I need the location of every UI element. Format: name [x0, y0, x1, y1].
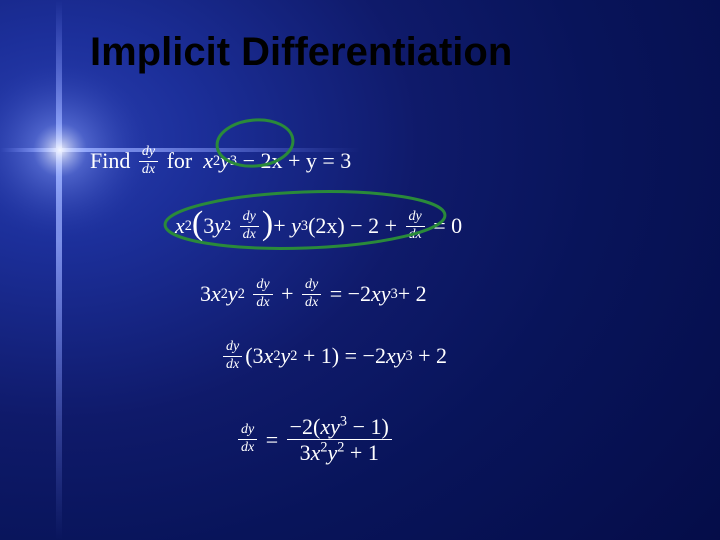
- frac-dydx-5: dy dx: [302, 278, 321, 310]
- eq-neg2xy: = −2xy: [330, 283, 391, 305]
- dx: dx: [139, 162, 158, 178]
- open: (3x: [245, 345, 273, 367]
- slide-title: Implicit Differentiation: [90, 30, 512, 75]
- math-line-5: dy dx = −2(xy3 − 1) 3x2y2 + 1: [235, 415, 395, 464]
- math-line-1: Find dy dx for x2 y3 − 2x + y = 3: [90, 145, 351, 177]
- frac-dydx-6: dy dx: [223, 340, 242, 372]
- y: y: [220, 150, 230, 172]
- plus-y: + y: [273, 215, 301, 237]
- frac-dydx-2: dy dx: [240, 210, 259, 242]
- y: y: [280, 345, 290, 367]
- result-den: 3x2y2 + 1: [297, 440, 382, 464]
- rest: − 2x + y = 3: [243, 150, 352, 172]
- dx: dx: [240, 227, 259, 243]
- dx: dx: [238, 440, 257, 456]
- minus2plus: − 2 +: [350, 215, 397, 237]
- equals: =: [266, 429, 278, 451]
- text-for: for: [167, 150, 193, 172]
- x: x: [175, 215, 185, 237]
- dy: dy: [406, 210, 425, 227]
- frac-dydx-7: dy dx: [238, 423, 257, 455]
- slide: Implicit Differentiation Find dy dx for …: [0, 0, 720, 540]
- dx: dx: [253, 295, 272, 311]
- x: x: [203, 150, 213, 172]
- 3x: 3x: [200, 283, 221, 305]
- result-num: −2(xy3 − 1): [287, 415, 392, 440]
- term: 3y: [203, 215, 224, 237]
- dy: dy: [240, 210, 259, 227]
- frac-dydx-4: dy dx: [253, 278, 272, 310]
- dy: dy: [302, 278, 321, 295]
- plus2: + 2: [398, 283, 427, 305]
- dy: dy: [139, 145, 158, 162]
- 2x: (2x): [308, 215, 345, 237]
- dy: dy: [253, 278, 272, 295]
- plus: +: [281, 283, 293, 305]
- dx: dx: [223, 357, 242, 373]
- math-line-4: dy dx (3x2 y2 + 1) = −2xy3 + 2: [220, 340, 447, 372]
- y: y: [228, 283, 238, 305]
- dx: dx: [302, 295, 321, 311]
- dy: dy: [223, 340, 242, 357]
- plus2: + 2: [418, 345, 447, 367]
- dx: dx: [406, 227, 425, 243]
- text-find: Find: [90, 150, 130, 172]
- frac-dydx-3: dy dx: [406, 210, 425, 242]
- plus1-eq: + 1) = −2xy: [303, 345, 406, 367]
- dy: dy: [238, 423, 257, 440]
- result-fraction: −2(xy3 − 1) 3x2y2 + 1: [287, 415, 392, 464]
- math-line-3: 3x2 y2 dy dx + dy dx = −2xy3 + 2: [200, 278, 427, 310]
- eq0: = 0: [433, 215, 462, 237]
- math-line-2: x2 ( 3y2 dy dx ) + y3 (2x) − 2 + dy dx =…: [175, 210, 462, 242]
- frac-dydx-1: dy dx: [139, 145, 158, 177]
